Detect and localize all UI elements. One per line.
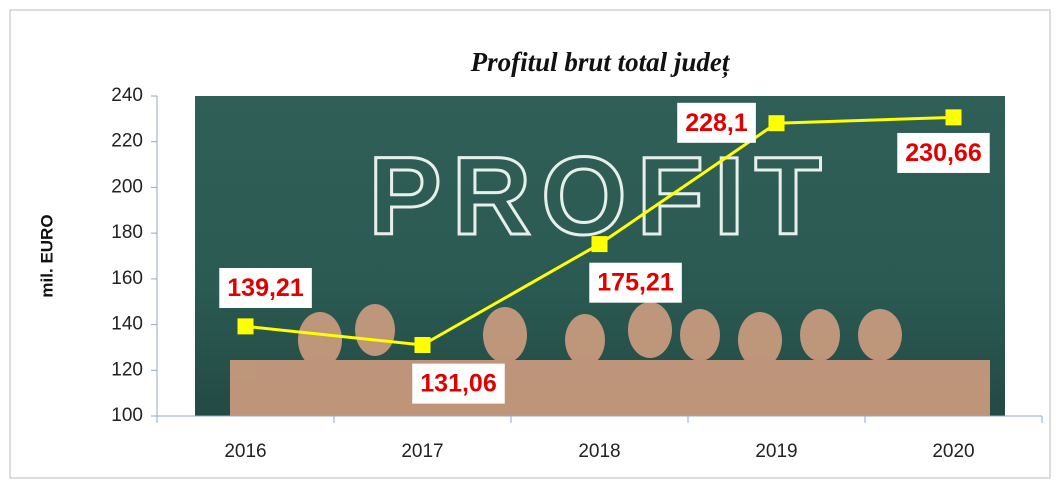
data-point bbox=[415, 337, 431, 353]
y-tick-label: 120 bbox=[111, 359, 143, 380]
y-tick-label: 180 bbox=[111, 222, 143, 243]
chart: PROFIT Profitul brut total județ mil. EU… bbox=[0, 0, 1060, 481]
y-tick-label: 240 bbox=[111, 85, 143, 106]
data-point bbox=[592, 236, 608, 252]
y-axis-label: mil. EURO bbox=[37, 214, 56, 297]
value-label: 131,06 bbox=[420, 370, 496, 398]
x-tick-label: 2016 bbox=[224, 441, 266, 462]
value-label: 139,21 bbox=[227, 274, 304, 302]
y-tick-label: 140 bbox=[111, 314, 143, 335]
y-tick-label: 100 bbox=[111, 405, 143, 426]
x-tick-label: 2017 bbox=[401, 441, 443, 462]
data-point bbox=[238, 318, 254, 334]
x-tick-label: 2018 bbox=[578, 441, 620, 462]
value-label: 175,21 bbox=[597, 269, 674, 297]
value-label: 230,66 bbox=[905, 139, 981, 167]
data-point bbox=[946, 109, 962, 125]
chart-title: Profitul brut total județ bbox=[470, 47, 731, 78]
y-tick-label: 220 bbox=[111, 131, 143, 152]
value-label: 228,1 bbox=[685, 109, 748, 137]
x-tick-label: 2019 bbox=[755, 441, 797, 462]
x-tick-label: 2020 bbox=[932, 441, 974, 462]
y-tick-label: 200 bbox=[111, 176, 143, 197]
y-tick-label: 160 bbox=[111, 268, 143, 289]
data-point bbox=[769, 115, 785, 131]
